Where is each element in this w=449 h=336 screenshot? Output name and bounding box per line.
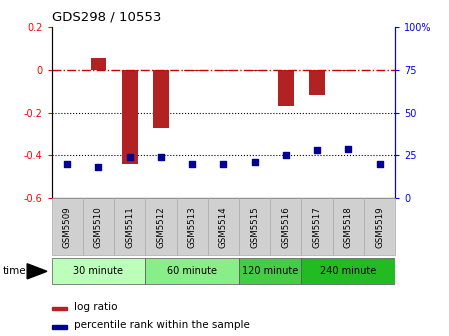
- Point: [282, 153, 290, 158]
- FancyBboxPatch shape: [239, 258, 301, 284]
- Text: 30 minute: 30 minute: [74, 266, 123, 276]
- Point: [345, 146, 352, 151]
- Bar: [185, 70, 200, 71]
- FancyBboxPatch shape: [176, 198, 208, 255]
- FancyBboxPatch shape: [301, 198, 333, 255]
- Bar: [122, 70, 137, 164]
- Text: GSM5511: GSM5511: [125, 206, 134, 248]
- FancyBboxPatch shape: [270, 198, 301, 255]
- Text: GSM5512: GSM5512: [156, 206, 165, 248]
- Polygon shape: [27, 264, 47, 279]
- Point: [220, 161, 227, 167]
- Text: 60 minute: 60 minute: [167, 266, 217, 276]
- Bar: [52, 306, 67, 310]
- Point: [157, 155, 164, 160]
- Point: [95, 165, 102, 170]
- Point: [313, 148, 321, 153]
- Point: [126, 155, 133, 160]
- FancyBboxPatch shape: [333, 198, 364, 255]
- Text: GSM5510: GSM5510: [94, 206, 103, 248]
- Bar: [278, 70, 294, 106]
- Text: 120 minute: 120 minute: [242, 266, 298, 276]
- Point: [376, 161, 383, 167]
- FancyBboxPatch shape: [239, 198, 270, 255]
- Point: [251, 160, 258, 165]
- FancyBboxPatch shape: [83, 198, 114, 255]
- Bar: [247, 70, 262, 71]
- Bar: [340, 70, 356, 71]
- Bar: [216, 70, 231, 71]
- Text: GSM5519: GSM5519: [375, 206, 384, 248]
- FancyBboxPatch shape: [301, 258, 395, 284]
- Text: GSM5516: GSM5516: [282, 206, 291, 248]
- FancyBboxPatch shape: [145, 198, 176, 255]
- Text: GDS298 / 10553: GDS298 / 10553: [52, 10, 161, 23]
- Text: GSM5518: GSM5518: [344, 206, 353, 248]
- Text: GSM5514: GSM5514: [219, 206, 228, 248]
- Text: percentile rank within the sample: percentile rank within the sample: [74, 321, 250, 330]
- Bar: [52, 325, 67, 329]
- Text: GSM5515: GSM5515: [250, 206, 259, 248]
- FancyBboxPatch shape: [364, 198, 395, 255]
- FancyBboxPatch shape: [145, 258, 239, 284]
- Point: [189, 161, 196, 167]
- Bar: [309, 70, 325, 95]
- Text: GSM5513: GSM5513: [188, 206, 197, 248]
- Bar: [91, 58, 106, 70]
- Bar: [153, 70, 169, 128]
- Text: GSM5517: GSM5517: [313, 206, 321, 248]
- FancyBboxPatch shape: [52, 198, 83, 255]
- FancyBboxPatch shape: [52, 258, 145, 284]
- FancyBboxPatch shape: [114, 198, 145, 255]
- Text: 240 minute: 240 minute: [320, 266, 376, 276]
- FancyBboxPatch shape: [208, 198, 239, 255]
- Text: log ratio: log ratio: [74, 302, 118, 312]
- Point: [64, 161, 71, 167]
- Text: GSM5509: GSM5509: [63, 206, 72, 248]
- Text: time: time: [2, 266, 26, 276]
